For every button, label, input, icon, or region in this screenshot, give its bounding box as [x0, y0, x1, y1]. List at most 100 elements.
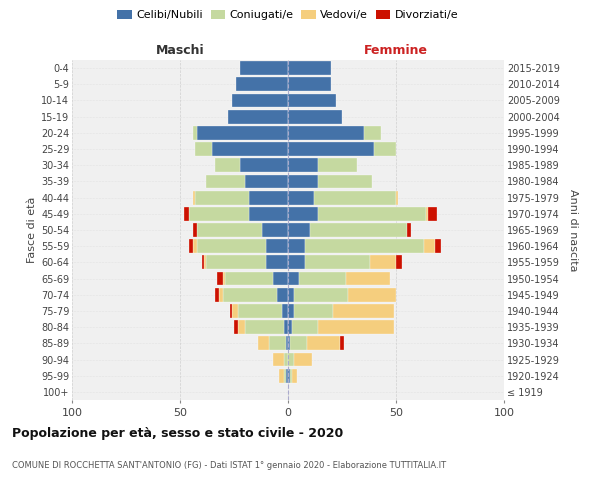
Bar	[288, 320, 292, 334]
Bar	[364, 126, 381, 140]
Bar	[241, 158, 288, 172]
Bar	[288, 207, 318, 220]
Bar	[245, 320, 284, 334]
Bar	[290, 336, 307, 350]
Bar	[428, 207, 437, 220]
Bar	[193, 126, 197, 140]
Bar	[288, 190, 314, 204]
Bar	[249, 190, 288, 204]
Bar	[227, 110, 288, 124]
Bar	[288, 352, 295, 366]
Bar	[295, 304, 334, 318]
Bar	[346, 272, 389, 285]
Bar	[288, 126, 364, 140]
Bar	[288, 272, 299, 285]
Bar	[424, 240, 435, 253]
Bar	[284, 320, 288, 334]
Bar	[374, 142, 396, 156]
Bar	[245, 174, 288, 188]
Bar	[407, 223, 411, 237]
Bar	[232, 304, 238, 318]
Bar	[288, 304, 295, 318]
Bar	[188, 240, 193, 253]
Bar	[288, 369, 290, 382]
Bar	[288, 110, 342, 124]
Bar	[249, 207, 288, 220]
Bar	[370, 256, 396, 270]
Text: Popolazione per età, sesso e stato civile - 2020: Popolazione per età, sesso e stato civil…	[12, 427, 343, 440]
Bar	[305, 256, 370, 270]
Bar	[188, 207, 249, 220]
Bar	[435, 240, 442, 253]
Bar	[396, 256, 403, 270]
Bar	[284, 352, 288, 366]
Bar	[288, 94, 335, 108]
Bar	[195, 190, 249, 204]
Bar	[286, 369, 288, 382]
Text: COMUNE DI ROCCHETTA SANT'ANTONIO (FG) - Dati ISTAT 1° gennaio 2020 - Elaborazion: COMUNE DI ROCCHETTA SANT'ANTONIO (FG) - …	[12, 461, 446, 470]
Bar	[193, 223, 197, 237]
Bar	[223, 272, 226, 285]
Bar	[195, 142, 212, 156]
Bar	[340, 336, 344, 350]
Bar	[396, 190, 398, 204]
Bar	[197, 223, 262, 237]
Bar	[286, 336, 288, 350]
Bar	[318, 320, 394, 334]
Bar	[426, 207, 428, 220]
Bar	[234, 320, 238, 334]
Bar	[193, 240, 197, 253]
Bar	[295, 288, 349, 302]
Bar	[307, 336, 340, 350]
Bar	[288, 256, 305, 270]
Bar	[202, 256, 204, 270]
Bar	[318, 174, 372, 188]
Bar	[288, 223, 310, 237]
Y-axis label: Anni di nascita: Anni di nascita	[568, 188, 578, 271]
Bar	[288, 78, 331, 91]
Bar	[241, 61, 288, 75]
Bar	[288, 336, 290, 350]
Bar	[212, 142, 288, 156]
Bar	[215, 288, 219, 302]
Bar	[349, 288, 396, 302]
Bar	[318, 207, 426, 220]
Bar	[226, 272, 273, 285]
Y-axis label: Fasce di età: Fasce di età	[26, 197, 37, 263]
Bar	[292, 369, 296, 382]
Bar	[238, 304, 281, 318]
Bar	[288, 240, 305, 253]
Bar	[230, 304, 232, 318]
Bar	[219, 288, 223, 302]
Bar	[262, 223, 288, 237]
Bar	[318, 158, 357, 172]
Bar	[193, 190, 195, 204]
Bar	[197, 240, 266, 253]
Bar	[266, 256, 288, 270]
Bar	[280, 369, 284, 382]
Bar	[269, 336, 286, 350]
Bar	[281, 304, 288, 318]
Bar	[206, 174, 245, 188]
Bar	[232, 94, 288, 108]
Bar	[334, 304, 394, 318]
Bar	[206, 256, 266, 270]
Bar	[223, 288, 277, 302]
Legend: Celibi/Nubili, Coniugati/e, Vedovi/e, Divorziati/e: Celibi/Nubili, Coniugati/e, Vedovi/e, Di…	[113, 6, 463, 25]
Bar	[284, 369, 286, 382]
Bar	[310, 223, 407, 237]
Bar	[290, 369, 292, 382]
Bar	[299, 272, 346, 285]
Bar	[215, 158, 241, 172]
Bar	[305, 240, 424, 253]
Bar	[184, 207, 188, 220]
Bar	[288, 288, 295, 302]
Bar	[273, 352, 284, 366]
Text: Maschi: Maschi	[155, 44, 205, 57]
Bar	[288, 61, 331, 75]
Bar	[204, 256, 206, 270]
Bar	[288, 174, 318, 188]
Bar	[266, 240, 288, 253]
Bar	[288, 142, 374, 156]
Bar	[197, 126, 288, 140]
